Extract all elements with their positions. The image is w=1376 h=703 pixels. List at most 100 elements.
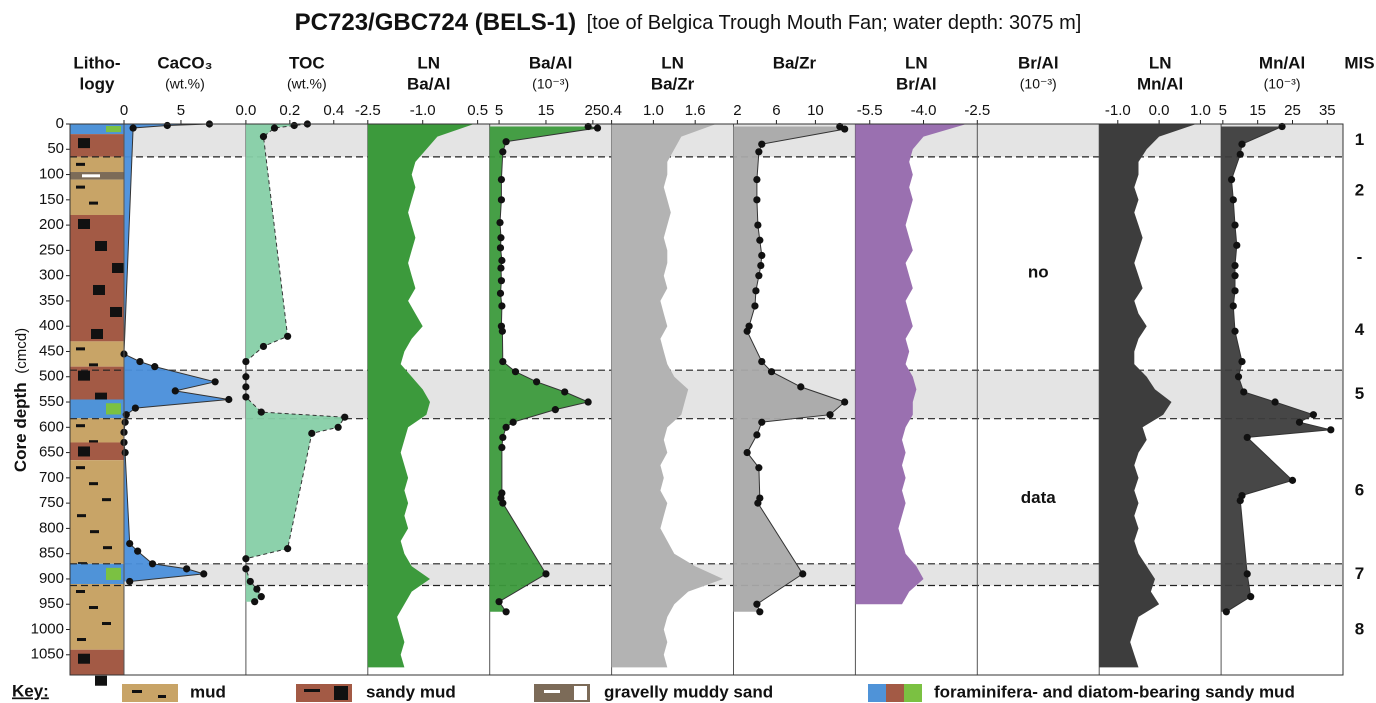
panel-header: Ba/Zr (651, 74, 695, 93)
sample-point (126, 577, 134, 586)
sample-point (498, 327, 506, 335)
sample-point (758, 140, 766, 148)
mis-label: 8 (1355, 620, 1364, 639)
y-tick-label: 1000 (31, 620, 64, 637)
figure-title: PC723/GBC724 (BELS-1) [toe of Belgica Tr… (295, 9, 1082, 36)
sample-point (251, 598, 259, 606)
sample-point (1295, 418, 1304, 426)
lithology-pattern (78, 653, 90, 664)
sample-point (497, 176, 506, 184)
lithology-pattern (76, 590, 85, 594)
sample-point (1234, 373, 1243, 381)
panel-note: no (1028, 262, 1049, 281)
panel-header: Ba/Zr (773, 53, 817, 72)
mis-label: 7 (1355, 564, 1364, 583)
sample-point (253, 585, 261, 593)
sample-point (755, 148, 763, 156)
y-axis-label: Core depth (cmcd) (11, 328, 30, 472)
x-tick-label: 0.0 (235, 102, 256, 119)
sample-point (1243, 433, 1251, 442)
sample-point (1288, 476, 1297, 484)
y-tick-label: 250 (39, 241, 64, 258)
lithology-unit (70, 341, 124, 367)
x-tick-label: 0.2 (279, 102, 300, 119)
sample-point (257, 408, 265, 416)
y-tick-label: 750 (39, 494, 64, 511)
y-tick-label: 50 (47, 140, 64, 157)
sample-point (509, 418, 517, 426)
sample-point (826, 411, 834, 419)
lithology-pattern (110, 306, 122, 317)
x-tick-label: 25 (585, 102, 602, 119)
lithology-pattern (89, 606, 98, 610)
panel-units: (wt.%) (165, 76, 205, 92)
sample-point (561, 388, 569, 396)
lithology-pattern (82, 174, 100, 178)
panel-header: Mn/Al (1259, 53, 1305, 72)
x-tick-label: 0 (120, 102, 128, 119)
sample-point (1309, 411, 1317, 419)
x-tick-label: 10 (807, 102, 824, 119)
sample-point (341, 413, 349, 421)
sample-point (499, 148, 507, 156)
panel-units: (10⁻³) (532, 76, 569, 92)
sample-point (242, 393, 250, 401)
panel-note: data (1021, 488, 1057, 507)
swatch-pattern (544, 690, 560, 693)
x-tick-label: 1.6 (685, 102, 706, 119)
lithology-pattern (89, 440, 98, 444)
sample-point (758, 251, 766, 260)
y-tick-label: 950 (39, 595, 64, 612)
lithology-header: logy (80, 74, 115, 93)
sample-point (497, 196, 506, 204)
sample-point (751, 302, 759, 310)
lithology-pattern (78, 138, 90, 149)
lithology-pattern (93, 284, 105, 295)
profile-area (245, 124, 345, 602)
y-tick-label: 600 (39, 418, 64, 435)
panel-header: Br/Al (896, 74, 937, 93)
y-tick-label: 450 (39, 342, 64, 359)
sample-point (584, 122, 592, 131)
mis-label: 6 (1355, 481, 1364, 500)
swatch-pattern (132, 690, 142, 693)
sample-point (551, 406, 559, 414)
swatch-pattern (304, 689, 320, 692)
sample-point (743, 327, 751, 335)
x-tick-label: 5 (177, 102, 185, 119)
mis-label: 1 (1355, 130, 1364, 149)
lithology-pattern (76, 162, 85, 166)
sample-point (246, 577, 254, 586)
sample-point (756, 236, 764, 244)
lithology-pattern (76, 185, 85, 189)
panel-header: Ba/Al (407, 74, 450, 93)
sample-point (753, 600, 761, 608)
sample-point (497, 264, 505, 272)
lithology-pattern (106, 126, 121, 133)
panel-units: (10⁻³) (1264, 76, 1301, 92)
x-tick-label: 25 (1284, 102, 1301, 119)
lithology-pattern (89, 201, 98, 205)
sample-point (754, 221, 762, 229)
sample-point (1222, 608, 1230, 616)
x-tick-label: 15 (1249, 102, 1266, 119)
sample-point (131, 404, 139, 412)
sample-point (121, 448, 129, 457)
y-tick-label: 550 (39, 393, 64, 410)
x-tick-label: -2.5 (355, 102, 381, 119)
lithology-unit (70, 156, 124, 173)
y-tick-label: 850 (39, 545, 64, 562)
lithology-pattern (106, 567, 121, 580)
sample-point (1231, 261, 1239, 270)
key-title: Key: (12, 681, 49, 700)
panel-header: LN (905, 53, 928, 72)
sample-point (1231, 287, 1239, 295)
sample-point (121, 418, 129, 426)
sample-point (1238, 357, 1246, 366)
sample-point (1231, 221, 1239, 229)
y-tick-label: 150 (39, 191, 64, 208)
sample-point (242, 373, 250, 381)
lithology-unit (70, 418, 124, 443)
panel-units: (wt.%) (287, 76, 327, 92)
subtitle: [toe of Belgica Trough Mouth Fan; water … (587, 12, 1082, 34)
